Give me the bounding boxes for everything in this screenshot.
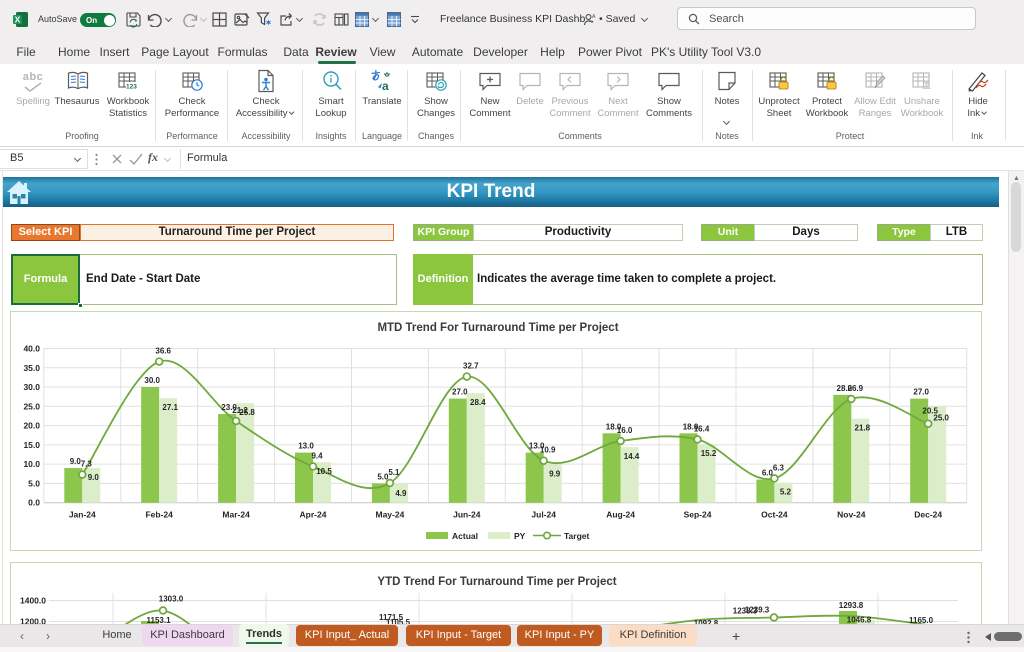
svg-text:6.3: 6.3 [773,463,785,472]
svg-text:Feb-24: Feb-24 [145,510,173,520]
svg-text:X: X [15,14,21,24]
svg-text:9.0: 9.0 [88,473,100,482]
svg-text:0.0: 0.0 [28,498,40,508]
svg-text:14.4: 14.4 [624,452,640,461]
svg-text:Actual: Actual [452,531,478,541]
svg-text:21.2: 21.2 [232,406,248,415]
svg-text:123: 123 [126,84,137,91]
svg-text:Dec-24: Dec-24 [914,510,942,520]
svg-text:1238.3: 1238.3 [733,607,758,616]
svg-text:1105.5: 1105.5 [386,618,411,625]
svg-text:Jan-24: Jan-24 [69,510,96,520]
svg-text:16.4: 16.4 [694,425,710,434]
svg-text:1200.0: 1200.0 [20,617,46,626]
svg-text:9.0: 9.0 [70,457,82,466]
svg-text:26.9: 26.9 [848,384,864,393]
svg-text:36.6: 36.6 [155,347,171,356]
svg-text:Jun-24: Jun-24 [453,510,481,520]
svg-text:Oct-24: Oct-24 [761,510,788,520]
svg-text:35.0: 35.0 [23,363,40,373]
svg-text:10.0: 10.0 [23,459,40,469]
svg-text:Nov-24: Nov-24 [837,510,866,520]
svg-text:1046.8: 1046.8 [847,616,872,625]
svg-text:27.1: 27.1 [162,403,178,412]
svg-text:PY: PY [514,531,526,541]
svg-text:1092.8: 1092.8 [694,619,719,625]
svg-text:1303.0: 1303.0 [159,595,184,604]
svg-text:25.8: 25.8 [239,408,255,417]
svg-text:a: a [382,79,389,93]
svg-text:6.0: 6.0 [762,469,774,478]
svg-text:May-24: May-24 [375,510,404,520]
svg-text:1239.3: 1239.3 [745,606,770,615]
svg-text:7.3: 7.3 [81,460,93,469]
svg-text:Aug-24: Aug-24 [606,510,635,520]
svg-text:15.0: 15.0 [23,440,40,450]
svg-text:YTD Trend For Turnaround Time: YTD Trend For Turnaround Time per Projec… [377,576,616,588]
svg-text:5.0: 5.0 [377,472,389,481]
svg-text:Sep-24: Sep-24 [684,510,712,520]
svg-text:1153.1: 1153.1 [146,616,171,625]
svg-text:Apr-24: Apr-24 [300,510,327,520]
svg-text:13.0: 13.0 [529,442,545,451]
svg-text:16.0: 16.0 [617,426,633,435]
svg-text:40.0: 40.0 [23,344,40,354]
svg-text:27.0: 27.0 [452,388,468,397]
svg-text:A: A [592,14,596,20]
svg-text:5.0: 5.0 [28,478,40,488]
svg-text:5.1: 5.1 [388,468,400,477]
svg-text:20.5: 20.5 [922,407,938,416]
svg-text:10.9: 10.9 [540,446,556,455]
svg-text:1165.0: 1165.0 [909,616,934,625]
svg-text:5.2: 5.2 [780,488,792,497]
svg-text:Jul-24: Jul-24 [531,510,556,520]
svg-text:21.8: 21.8 [855,424,871,433]
svg-text:1293.8: 1293.8 [839,601,864,610]
svg-text:30.0: 30.0 [23,382,40,392]
svg-text:15.2: 15.2 [701,449,717,458]
svg-text:4.9: 4.9 [395,489,407,498]
svg-text:28.4: 28.4 [470,398,486,407]
svg-text:Target: Target [564,531,590,541]
svg-text:18.0: 18.0 [683,422,699,431]
svg-text:28.0: 28.0 [837,384,853,393]
svg-text:30.0: 30.0 [144,376,160,385]
svg-text:Mar-24: Mar-24 [222,510,250,520]
svg-text:25.0: 25.0 [933,413,949,422]
svg-text:25.0: 25.0 [23,401,40,411]
svg-text:18.0: 18.0 [606,422,622,431]
svg-text:32.7: 32.7 [463,362,479,371]
svg-text:13.0: 13.0 [298,442,314,451]
svg-text:MTD Trend For Turnaround Time: MTD Trend For Turnaround Time per Projec… [377,322,618,334]
svg-text:1171.5: 1171.5 [379,613,404,622]
svg-text:9.4: 9.4 [311,452,323,461]
svg-text:10.5: 10.5 [316,467,332,476]
svg-text:23.0: 23.0 [221,403,237,412]
svg-text:27.0: 27.0 [913,388,929,397]
svg-text:9.9: 9.9 [549,470,561,479]
svg-text:20.0: 20.0 [23,421,40,431]
svg-text:1400.0: 1400.0 [20,596,46,606]
